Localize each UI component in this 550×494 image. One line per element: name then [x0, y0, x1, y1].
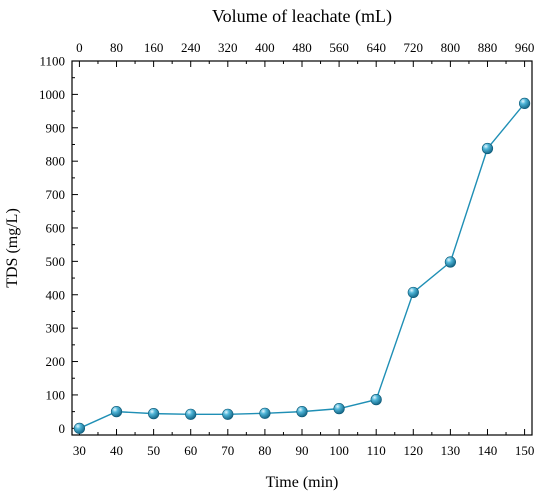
left-y-axis: 0 100 200 300 400 500 600 700 800 900 1000 1100 — [39, 54, 78, 436]
data-point — [407, 286, 419, 299]
series-line-group — [79, 102, 526, 429]
data-point — [333, 403, 345, 415]
x-tick-label: 150 — [515, 443, 535, 458]
y-tick-label: 100 — [46, 387, 66, 402]
x-tick-label: 80 — [258, 443, 271, 458]
top-tick-label: 80 — [110, 40, 123, 55]
x-tick-label: 140 — [478, 443, 498, 458]
x-tick-label: 100 — [329, 443, 349, 458]
y-tick-label: 600 — [46, 220, 66, 235]
y-tick-label: 0 — [59, 421, 66, 436]
x-tick-label: 90 — [296, 443, 309, 458]
x-tick-label: 60 — [184, 443, 197, 458]
top-tick-label: 720 — [404, 40, 424, 55]
y-tick-label: 1000 — [39, 87, 65, 102]
y-tick-label: 200 — [46, 354, 66, 369]
x-tick-label: 120 — [404, 443, 424, 458]
data-point — [370, 394, 382, 406]
top-tick-label: 480 — [292, 40, 312, 55]
data-point — [481, 142, 494, 155]
top-tick-label: 160 — [144, 40, 164, 55]
y-tick-label: 300 — [46, 321, 66, 336]
top-tick-label: 320 — [218, 40, 238, 55]
top-tick-label: 400 — [255, 40, 275, 55]
data-point — [185, 408, 197, 420]
y-tick-label: 400 — [46, 287, 66, 302]
y-tick-label: 800 — [46, 154, 66, 169]
series-points-group — [73, 97, 531, 434]
data-point — [444, 256, 456, 268]
y-tick-label: 500 — [46, 254, 66, 269]
top-tick-label: 560 — [329, 40, 349, 55]
data-point — [222, 408, 234, 420]
x-tick-label: 50 — [147, 443, 160, 458]
y-tick-label: 900 — [46, 120, 66, 135]
top-tick-label: 800 — [441, 40, 461, 55]
bottom-x-axis: 30 40 50 60 70 80 90 100 110 120 130 140 150 — [73, 429, 534, 458]
top-axis-title: Volume of leachate (mL) — [212, 6, 392, 27]
data-point — [110, 406, 123, 418]
y-axis-title: TDS (mg/L) — [4, 208, 21, 288]
x-tick-label: 30 — [73, 443, 86, 458]
data-point — [518, 97, 531, 110]
data-point — [259, 407, 271, 419]
data-point — [73, 422, 86, 434]
top-x-axis: 0 80 160 240 320 400 480 560 640 720 800 880 960 — [76, 40, 534, 67]
top-tick-label: 880 — [478, 40, 498, 55]
x-tick-label: 70 — [221, 443, 234, 458]
top-tick-label: 640 — [366, 40, 386, 55]
y-tick-label: 1100 — [39, 54, 65, 69]
y-tick-label: 700 — [46, 187, 66, 202]
top-tick-label: 0 — [76, 40, 83, 55]
top-tick-label: 960 — [515, 40, 535, 55]
x-tick-label: 40 — [110, 443, 123, 458]
series-line — [79, 102, 526, 429]
x-tick-label: 110 — [367, 443, 386, 458]
x-tick-label: 130 — [441, 443, 461, 458]
top-tick-label: 240 — [181, 40, 201, 55]
x-axis-title: Time (min) — [266, 474, 339, 491]
data-point — [148, 408, 160, 420]
data-point — [296, 406, 308, 418]
plot-frame — [71, 60, 533, 436]
